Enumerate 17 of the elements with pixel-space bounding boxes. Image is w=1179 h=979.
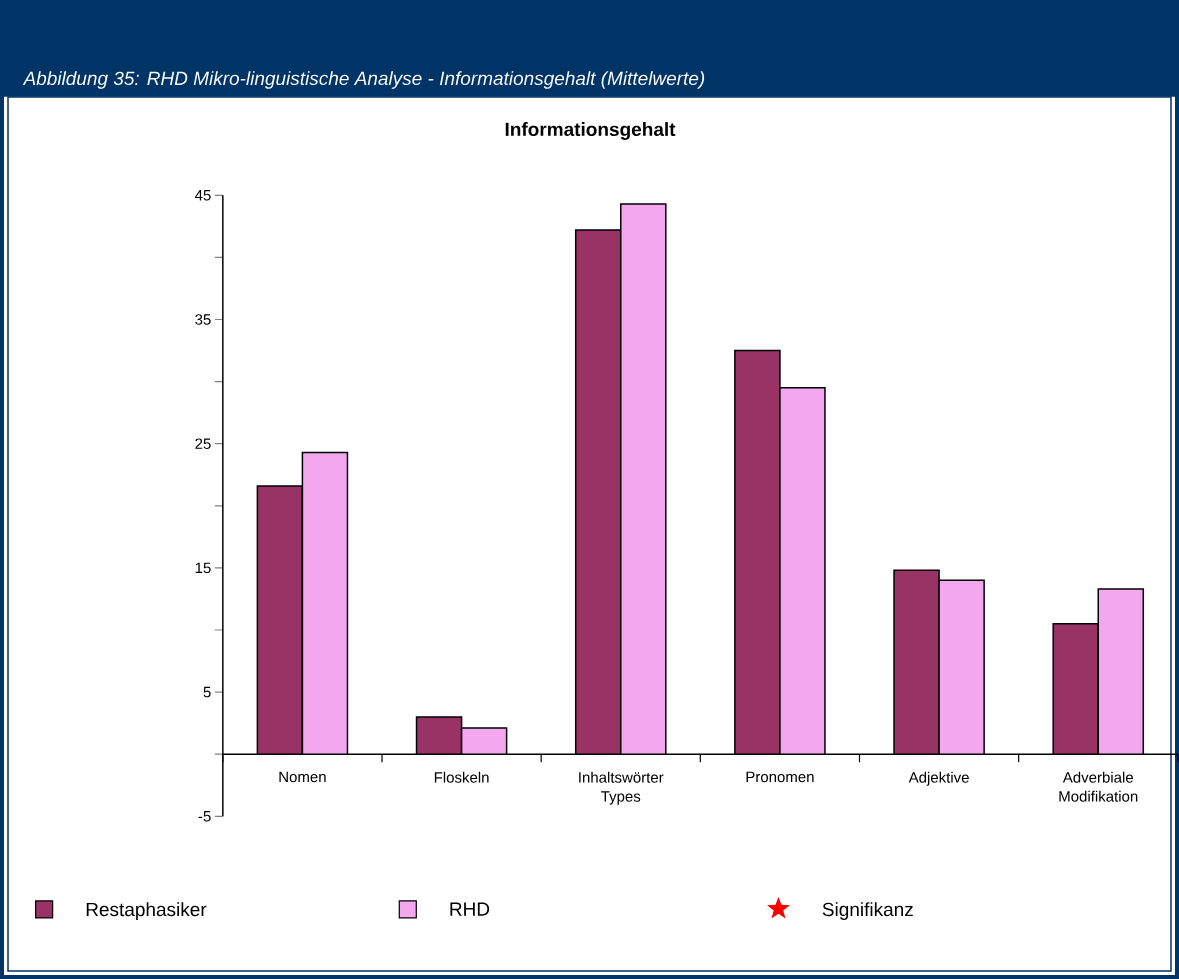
legend-label: Restaphasiker [86, 902, 207, 920]
y-tick-label: 45 [194, 190, 211, 201]
y-tick-label: 35 [195, 314, 211, 325]
x-tick-label: Pronomen [746, 771, 814, 783]
y-tick-label: 5 [203, 686, 211, 698]
legend-label: RHD [450, 902, 490, 916]
x-tick-label: Adverbiale Modifikation [1059, 771, 1138, 802]
x-tick-label: Inhaltswörter Types [579, 771, 664, 805]
legend-label: Signifikanz [822, 902, 913, 920]
chart-subtitle: Informationsgehalt [505, 122, 676, 140]
x-tick-label: Floskeln [434, 771, 489, 783]
y-tick-label: -5 [198, 811, 211, 822]
x-tick-label: Nomen [279, 771, 326, 783]
y-tick-label: 25 [195, 438, 211, 449]
x-tick-label: Adjektive [908, 771, 969, 786]
chart-title: Abbildung 35: RHD Mikro-linguistische Analyse - Informationsgehalt (Mittelwerte) [22, 71, 705, 89]
y-tick-label: 15 [195, 562, 211, 574]
